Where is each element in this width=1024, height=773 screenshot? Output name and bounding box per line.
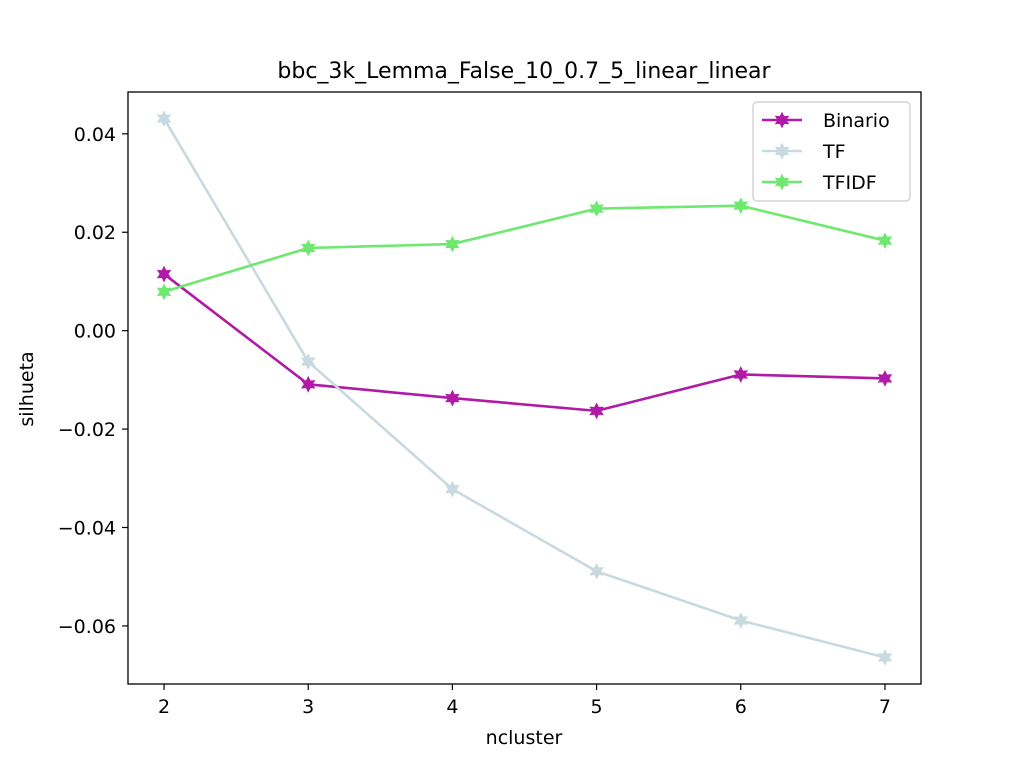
chart-title: bbc_3k_Lemma_False_10_0.7_5_linear_linea… — [277, 59, 771, 84]
data-point — [733, 612, 749, 629]
data-point — [589, 402, 604, 420]
legend-entry-binario: Binario — [762, 110, 890, 132]
series-binario — [156, 265, 893, 420]
data-point — [877, 369, 893, 387]
data-point — [445, 235, 460, 253]
y-tick-label: −0.06 — [58, 616, 116, 638]
y-tick-label: 0.00 — [74, 321, 116, 343]
y-tick-label: −0.04 — [58, 518, 116, 540]
x-tick-label: 2 — [158, 696, 170, 718]
x-tick-label: 6 — [735, 696, 747, 718]
data-point — [877, 649, 893, 666]
data-point — [589, 200, 604, 218]
legend-label: TFIDF — [822, 172, 877, 194]
y-axis-label: silhueta — [16, 351, 38, 426]
data-point — [300, 353, 316, 371]
legend-entry-tf: TF — [762, 141, 846, 163]
data-point — [300, 375, 316, 393]
data-point — [156, 110, 172, 127]
data-point — [445, 389, 460, 407]
legend-swatch-marker — [774, 142, 790, 160]
series-tf — [156, 110, 893, 666]
data-point — [300, 239, 316, 257]
data-point — [589, 562, 604, 580]
axes-frame — [127, 91, 922, 685]
series-layer — [156, 110, 893, 666]
data-point — [156, 283, 172, 301]
data-point — [156, 265, 172, 283]
data-point — [733, 197, 749, 215]
legend: Binario TF TFIDF — [752, 101, 911, 202]
legend-swatch-marker — [774, 111, 790, 129]
series-line — [162, 116, 887, 660]
data-point — [733, 366, 749, 383]
y-tick-label: 0.02 — [74, 222, 116, 244]
x-tick-label: 4 — [446, 696, 458, 718]
x-axis-label: ncluster — [486, 727, 563, 749]
legend-swatch-marker — [774, 173, 790, 191]
series-line — [162, 272, 887, 413]
axes-layer: 2 3 4 5 6 7 0.04 0.02 0.00 −0.02 −0.04 −0.06 — [58, 91, 922, 718]
legend-entry-tfidf: TFIDF — [762, 172, 877, 194]
x-tick-label: 7 — [879, 696, 891, 718]
data-point — [445, 480, 460, 498]
x-tick-label: 3 — [302, 696, 314, 718]
series-tfidf — [156, 197, 893, 301]
y-tick-label: 0.04 — [74, 124, 116, 146]
series-line — [162, 204, 887, 294]
legend-label: Binario — [823, 110, 890, 132]
legend-label: TF — [822, 141, 846, 163]
data-point — [877, 232, 893, 250]
x-tick-label: 5 — [591, 696, 603, 718]
legend-box — [752, 101, 911, 202]
y-tick-label: −0.02 — [58, 419, 116, 441]
